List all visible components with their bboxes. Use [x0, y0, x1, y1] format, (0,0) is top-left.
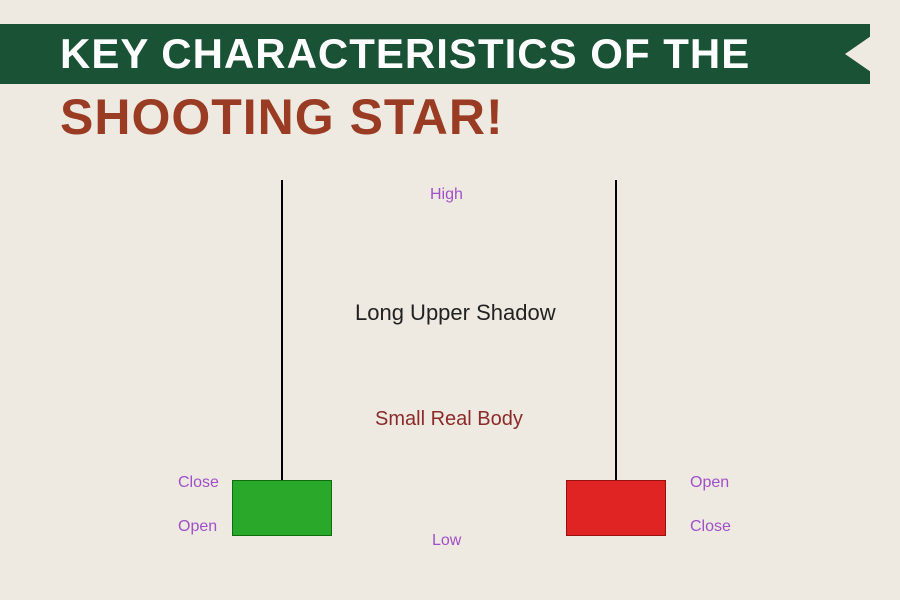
- bearish-upper-wick: [615, 180, 617, 480]
- label-upper-shadow: Long Upper Shadow: [355, 300, 556, 326]
- title-banner: KEY CHARACTERISTICS OF THE: [0, 24, 870, 84]
- bearish-body: [566, 480, 666, 536]
- bullish-body: [232, 480, 332, 536]
- label-right-close: Close: [690, 518, 731, 536]
- bullish-upper-wick: [281, 180, 283, 480]
- label-real-body: Small Real Body: [375, 408, 523, 431]
- label-right-open: Open: [690, 474, 729, 492]
- title-text: KEY CHARACTERISTICS OF THE: [60, 30, 750, 78]
- subtitle-text: SHOOTING STAR!: [60, 88, 504, 146]
- label-high: High: [430, 186, 463, 204]
- label-low: Low: [432, 532, 461, 550]
- banner-notch: [845, 36, 871, 72]
- label-left-close: Close: [178, 474, 219, 492]
- candlestick-diagram: High Long Upper Shadow Small Real Body L…: [0, 180, 900, 590]
- label-left-open: Open: [178, 518, 217, 536]
- page: KEY CHARACTERISTICS OF THE SHOOTING STAR…: [0, 0, 900, 600]
